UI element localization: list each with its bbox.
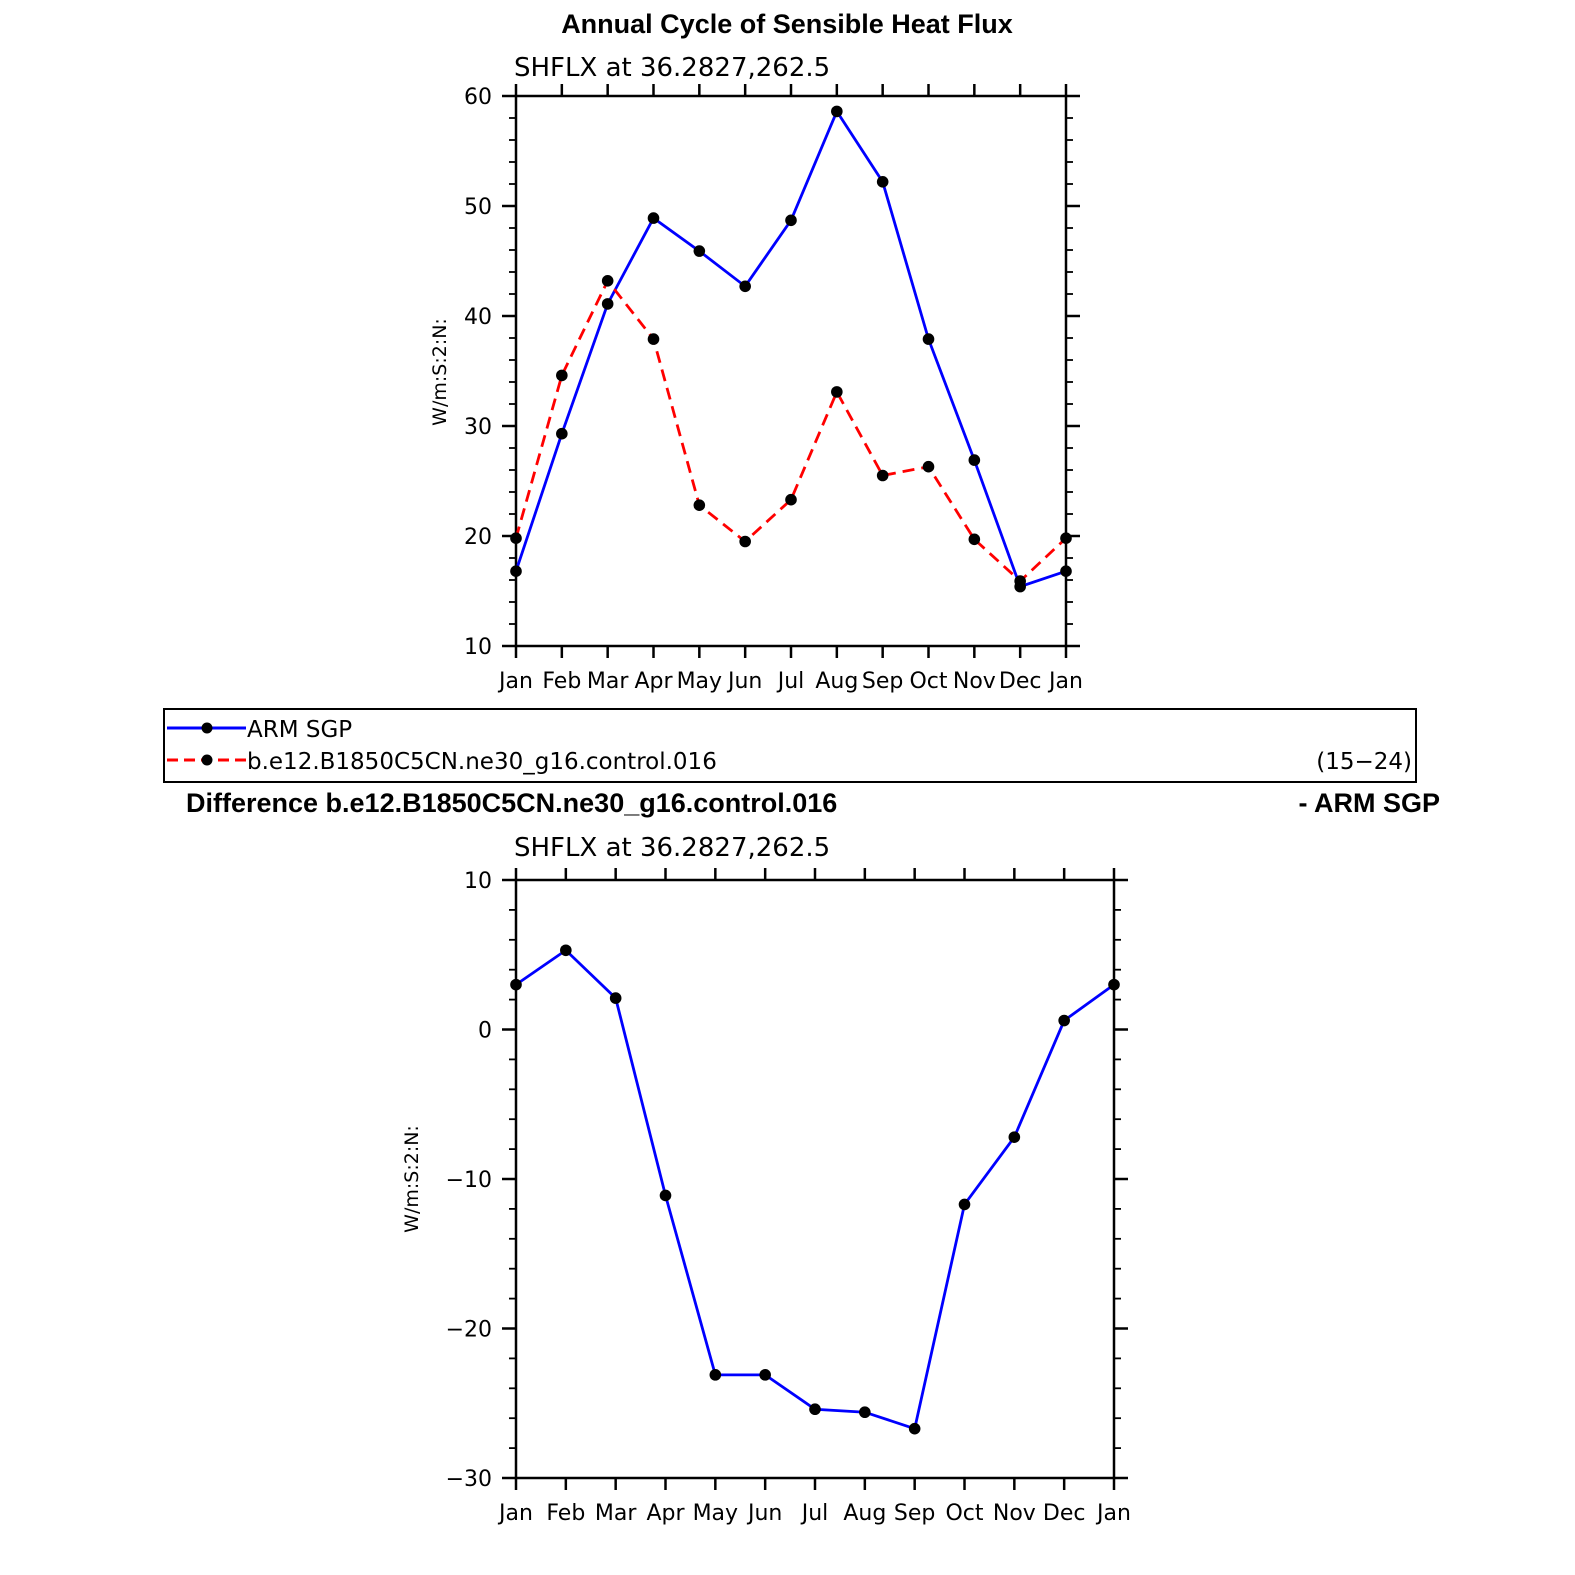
- chart1-plot-frame: [514, 94, 1068, 648]
- chart1-data-point: [831, 105, 843, 118]
- chart1-y-tick-label: 40: [464, 305, 492, 330]
- chart2-subtitle: SHFLX at 36.2827,262.5: [514, 833, 830, 863]
- chart2-data-point: [510, 978, 522, 991]
- chart2-x-tick-label: Jan: [1095, 1501, 1131, 1526]
- chart1-data-point: [510, 532, 522, 544]
- chart1-x-tick-label: Jan: [1047, 669, 1083, 694]
- chart1-y-tick-label: 50: [464, 195, 492, 220]
- chart2-x-tick-label: Jun: [746, 1501, 782, 1526]
- chart2-x-tick-label: Oct: [945, 1501, 983, 1526]
- chart1-data-point: [510, 565, 522, 577]
- legend: ARM SGP b.e12.B1850C5CN.ne30_g16.control…: [163, 708, 1417, 783]
- chart1-x-tick-label: Sep: [862, 669, 903, 694]
- chart1-data-point: [876, 469, 889, 482]
- chart1-x-tick-label: Mar: [587, 669, 629, 694]
- chart1-y-tick-label: 10: [464, 635, 492, 660]
- legend-label-model: b.e12.B1850C5CN.ne30_g16.control.016: [247, 749, 717, 775]
- chart2-data-point: [1058, 1014, 1070, 1027]
- chart2-series-line-0: [515, 948, 1115, 1431]
- chart1-x-tick-label: Jul: [776, 669, 805, 694]
- chart2-x-tick-label: Feb: [546, 1501, 585, 1526]
- chart2-y-axis-label: W/m:S:2:N:: [401, 1125, 423, 1233]
- chart1-x-tick-label: Jun: [726, 669, 762, 694]
- chart1-data-point: [739, 280, 751, 293]
- chart1-data-point: [693, 499, 706, 512]
- chart2-x-tick-label: Jul: [800, 1501, 829, 1526]
- chart2-data-point: [908, 1422, 921, 1435]
- chart1-y-tick-label: 30: [464, 415, 492, 440]
- difference-title-suffix: - ARM SGP: [1299, 788, 1441, 818]
- chart1-data-point: [876, 176, 889, 188]
- chart1-data-point: [922, 333, 935, 345]
- legend-marker-arm-sgp: [201, 722, 213, 734]
- chart1-data-point: [1060, 532, 1072, 544]
- chart2-x-tick-label: Nov: [993, 1501, 1036, 1526]
- chart2-x-tick-label: Mar: [595, 1501, 637, 1526]
- chart2-data-point: [809, 1403, 821, 1416]
- chart2-y-tick-label: −30: [446, 1467, 492, 1492]
- chart2-y-tick-label: −10: [446, 1168, 492, 1193]
- chart2-y-tick-label: 0: [478, 1019, 492, 1044]
- chart1-data-point: [556, 369, 568, 382]
- chart1-data-point: [831, 386, 843, 398]
- chart1-x-tick-label: Feb: [542, 669, 581, 694]
- chart2-plot-frame: [514, 878, 1116, 1480]
- chart2-x-tick-label: Sep: [894, 1501, 935, 1526]
- chart1-x-tick-label: Nov: [953, 669, 996, 694]
- chart1-y-axis-label: W/m:S:2:N:: [429, 318, 451, 426]
- chart1-data-point: [601, 275, 614, 287]
- annual-cycle-chart: SHFLX at 36.2827,262.5 W/m:S:2:N: Jan Feb…: [429, 53, 1083, 694]
- chart1-y-tick-label: 20: [464, 525, 492, 550]
- chart1-x-tick-label: Oct: [909, 669, 947, 694]
- legend-note: (15−24): [1316, 749, 1412, 775]
- chart1-data-point: [601, 298, 614, 310]
- chart1-x-tick-label: Apr: [634, 669, 673, 694]
- chart1-data-point: [922, 460, 935, 473]
- chart1-x-tick-label: Jan: [497, 669, 533, 694]
- legend-label-arm-sgp: ARM SGP: [247, 717, 352, 743]
- chart2-y-tick-label: −20: [446, 1318, 492, 1343]
- chart2-x-tick-label: Aug: [843, 1501, 886, 1526]
- chart2-data-point: [958, 1198, 971, 1211]
- chart2-y-tick-label: 10: [464, 869, 492, 894]
- chart1-data-point: [785, 493, 797, 506]
- chart2-data-point: [1108, 978, 1120, 991]
- chart1-data-point: [968, 533, 981, 546]
- page-title: Annual Cycle of Sensible Heat Flux: [561, 9, 1013, 39]
- chart1-y-tick-label: 60: [464, 85, 492, 110]
- chart1-data-point: [1014, 575, 1026, 587]
- chart2-data-point: [560, 944, 572, 957]
- chart1-x-tick-label: Aug: [815, 669, 858, 694]
- chart2-data-point: [859, 1406, 871, 1419]
- difference-title: Difference b.e12.B1850C5CN.ne30_g16.cont…: [186, 788, 837, 818]
- chart2-data-point: [759, 1369, 771, 1381]
- chart2-data-point: [1008, 1131, 1021, 1143]
- difference-chart: SHFLX at 36.2827,262.5 W/m:S:2:N: Jan Feb…: [401, 833, 1131, 1526]
- chart1-subtitle: SHFLX at 36.2827,262.5: [514, 53, 830, 83]
- chart1-data-point: [556, 427, 568, 440]
- chart2-data-point: [659, 1189, 672, 1202]
- chart1-x-tick-label: May: [677, 669, 722, 694]
- chart2-data-point: [609, 992, 622, 1004]
- chart1-data-point: [693, 245, 706, 257]
- chart2-data-point: [709, 1369, 722, 1381]
- chart2-x-tick-label: Apr: [646, 1501, 685, 1526]
- chart1-data-point: [739, 535, 751, 548]
- chart1-data-point: [1060, 565, 1072, 577]
- chart1-series-line-0: [514, 108, 1067, 589]
- legend-marker-model: [201, 754, 213, 766]
- chart2-x-tick-label: May: [693, 1501, 738, 1526]
- chart2-x-tick-label: Dec: [1043, 1501, 1086, 1526]
- chart1-data-point: [647, 333, 660, 345]
- chart1-data-point: [785, 214, 797, 227]
- legend-box: [163, 708, 1417, 783]
- chart1-data-point: [647, 212, 660, 224]
- chart1-data-point: [968, 454, 981, 466]
- chart2-x-tick-label: Jan: [497, 1501, 533, 1526]
- chart1-x-tick-label: Dec: [999, 669, 1042, 694]
